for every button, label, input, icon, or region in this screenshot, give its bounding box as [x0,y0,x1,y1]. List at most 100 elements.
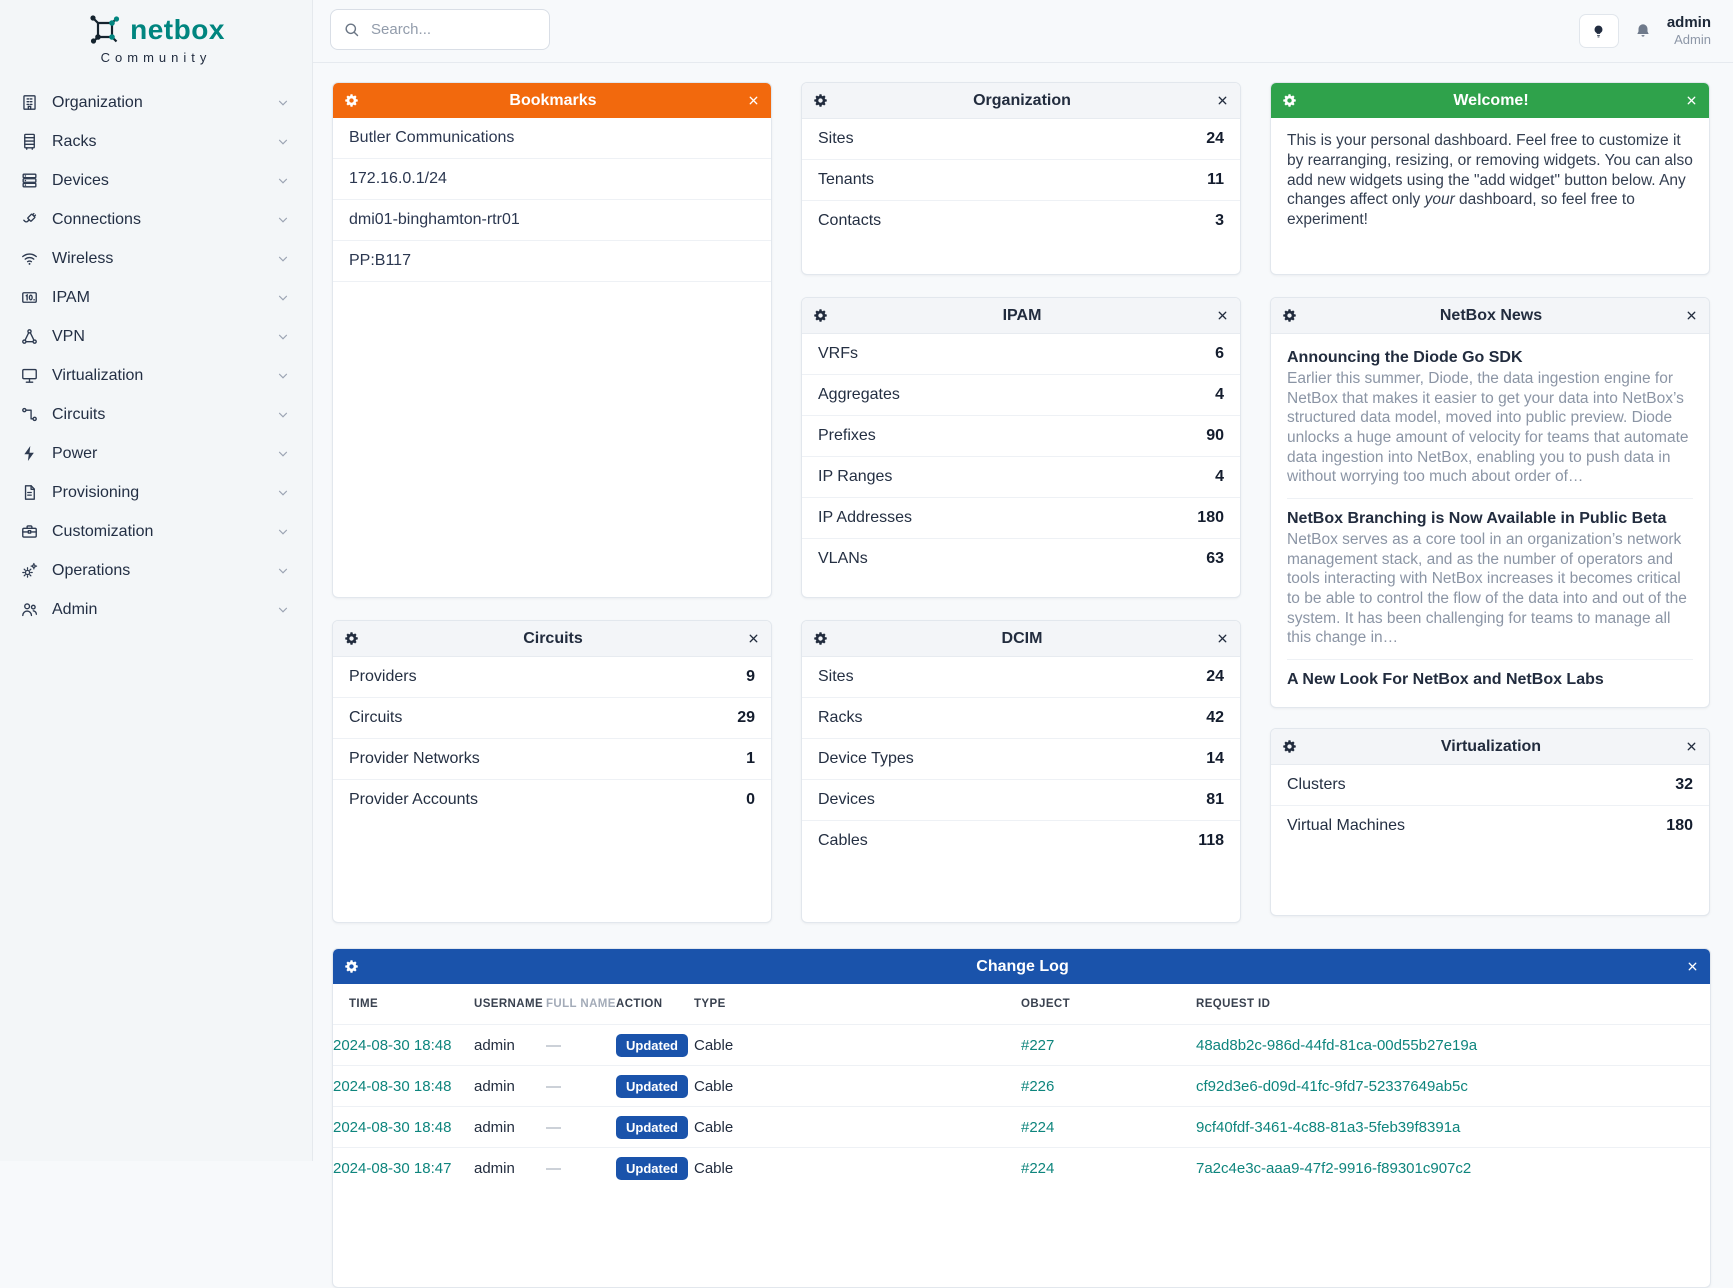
stat-value[interactable]: 29 [737,709,755,726]
time-link[interactable]: 2024-08-30 18:48 [333,1077,452,1095]
stat-value[interactable]: 90 [1206,427,1224,444]
bookmark-item[interactable]: 172.16.0.1/24 [333,159,771,200]
widget-close-icon[interactable] [1685,309,1698,322]
sidebar-item-organization[interactable]: Organization [0,83,312,122]
stat-label[interactable]: IP Addresses [818,509,912,526]
widget-close-icon[interactable] [1216,632,1229,645]
brand[interactable]: netbox Community [0,0,312,65]
stat-value[interactable]: 14 [1206,750,1224,767]
stat-label[interactable]: Clusters [1287,776,1346,793]
stat-label[interactable]: Prefixes [818,427,876,444]
action-badge[interactable]: Updated [616,1074,688,1098]
stat-label[interactable]: Cables [818,832,868,849]
sidebar-item-vpn[interactable]: VPN [0,317,312,356]
news-article-title[interactable]: Announcing the Diode Go SDK [1287,349,1523,366]
stat-value[interactable]: 6 [1215,345,1224,362]
stat-label[interactable]: VRFs [818,345,858,362]
widget-settings-icon[interactable] [344,959,359,974]
widget-close-icon[interactable] [1685,94,1698,107]
news-article-title[interactable]: A New Look For NetBox and NetBox Labs [1287,671,1604,689]
widget-close-icon[interactable] [1685,740,1698,753]
stat-value[interactable]: 32 [1675,776,1693,793]
widget-close-icon[interactable] [747,632,760,645]
object-link[interactable]: #224 [1021,1118,1055,1136]
stat-value[interactable]: 1 [746,750,755,767]
stat-value[interactable]: 42 [1206,709,1224,726]
widget-settings-icon[interactable] [344,631,359,646]
action-badge[interactable]: Updated [616,1115,688,1139]
bookmark-item[interactable]: Butler Communications [333,118,771,159]
sidebar-item-power[interactable]: Power [0,434,312,473]
request-id-link[interactable]: cf92d3e6-d09d-41fc-9fd7-52337649ab5c [1196,1077,1468,1095]
widget-close-icon[interactable] [1686,960,1699,973]
stat-label[interactable]: Tenants [818,171,875,188]
stat-value[interactable]: 3 [1215,212,1224,229]
request-id-link[interactable]: 7a2c4e3c-aaa9-47f2-9916-f89301c907c2 [1196,1159,1472,1177]
widget-settings-icon[interactable] [1282,93,1297,108]
sidebar-item-customization[interactable]: Customization [0,512,312,551]
bookmark-item[interactable]: PP:B117 [333,241,771,282]
widget-settings-icon[interactable] [344,93,359,108]
stat-value[interactable]: 63 [1206,550,1224,567]
sidebar-item-provisioning[interactable]: Provisioning [0,473,312,512]
stat-label[interactable]: IP Ranges [818,468,893,485]
request-id-link[interactable]: 48ad8b2c-986d-44fd-81ca-00d55b27e19a [1196,1036,1478,1054]
sidebar-item-racks[interactable]: Racks [0,122,312,161]
sidebar-item-operations[interactable]: Operations [0,551,312,590]
theme-toggle-button[interactable] [1578,14,1619,48]
stat-label[interactable]: Circuits [349,709,403,726]
stat-label[interactable]: Device Types [818,750,914,767]
time-link[interactable]: 2024-08-30 18:48 [333,1118,452,1136]
stat-value[interactable]: 11 [1207,171,1224,188]
stat-value[interactable]: 180 [1666,817,1693,834]
time-link[interactable]: 2024-08-30 18:48 [333,1036,452,1054]
stat-label[interactable]: VLANs [818,550,868,567]
widget-settings-icon[interactable] [813,631,828,646]
stat-value[interactable]: 180 [1197,509,1224,526]
stat-label[interactable]: Provider Accounts [349,791,478,808]
sidebar-item-circuits[interactable]: Circuits [0,395,312,434]
stat-value[interactable]: 0 [746,791,755,808]
notifications-bell-icon[interactable] [1634,22,1652,40]
stat-label[interactable]: Sites [818,130,854,147]
widget-settings-icon[interactable] [1282,308,1297,323]
object-link[interactable]: #224 [1021,1159,1055,1177]
object-link[interactable]: #226 [1021,1077,1055,1095]
user-menu[interactable]: admin Admin [1667,14,1711,48]
sidebar-item-devices[interactable]: Devices [0,161,312,200]
stat-label[interactable]: Devices [818,791,875,808]
widget-settings-icon[interactable] [813,93,828,108]
stat-label[interactable]: Aggregates [818,386,900,403]
stat-value[interactable]: 24 [1206,130,1224,147]
stat-value[interactable]: 24 [1206,668,1224,685]
news-article-title[interactable]: NetBox Branching is Now Available in Pub… [1287,510,1667,528]
search-input[interactable] [369,20,537,39]
sidebar-item-ipam[interactable]: IPAM [0,278,312,317]
request-id-link[interactable]: 9cf40fdf-3461-4c88-81a3-5feb39f8391a [1196,1118,1461,1136]
bookmark-item[interactable]: dmi01-binghamton-rtr01 [333,200,771,241]
widget-close-icon[interactable] [1216,94,1229,107]
stat-label[interactable]: Virtual Machines [1287,817,1405,834]
stat-label[interactable]: Contacts [818,212,882,229]
stat-label[interactable]: Providers [349,668,417,685]
stat-value[interactable]: 4 [1215,386,1224,403]
sidebar-item-admin[interactable]: Admin [0,590,312,629]
action-badge[interactable]: Updated [616,1156,688,1180]
object-link[interactable]: #227 [1021,1036,1055,1054]
sidebar-item-virtualization[interactable]: Virtualization [0,356,312,395]
stat-label[interactable]: Provider Networks [349,750,480,767]
action-badge[interactable]: Updated [616,1033,688,1057]
widget-close-icon[interactable] [747,94,760,107]
stat-value[interactable]: 118 [1198,832,1224,849]
widget-settings-icon[interactable] [813,308,828,323]
stat-label[interactable]: Racks [818,709,863,726]
search-box[interactable] [330,9,550,50]
stat-value[interactable]: 9 [746,668,755,685]
stat-label[interactable]: Sites [818,668,854,685]
time-link[interactable]: 2024-08-30 18:47 [333,1159,452,1177]
stat-value[interactable]: 4 [1215,468,1224,485]
sidebar-item-connections[interactable]: Connections [0,200,312,239]
widget-close-icon[interactable] [1216,309,1229,322]
sidebar-item-wireless[interactable]: Wireless [0,239,312,278]
widget-settings-icon[interactable] [1282,739,1297,754]
